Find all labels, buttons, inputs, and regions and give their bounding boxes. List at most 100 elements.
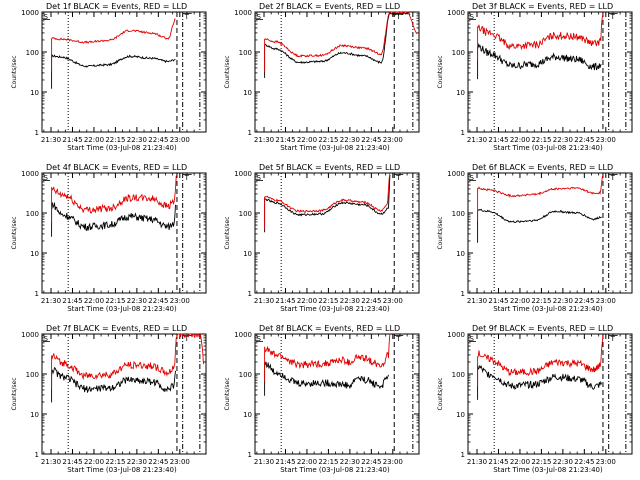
panel-2: Det 2f BLACK = Events, RED = LLD 1 10 100 10… [224, 2, 420, 152]
y-tick-label: 1000 [234, 331, 252, 339]
panel-3: Det 3f BLACK = Events, RED = LLD 1 10 100 10… [437, 2, 633, 152]
y-tick-label: 1000 [21, 9, 39, 17]
series-line-lld [51, 18, 176, 72]
x-tick-label: 23:00 [383, 136, 403, 144]
annotation-s: S [44, 174, 49, 182]
x-tick-label: 22:00 [510, 297, 530, 305]
x-tick-label: 21:45 [62, 458, 82, 466]
y-tick-label: 10 [456, 411, 465, 419]
annotation-s: S [470, 335, 475, 343]
x-tick-label: 22:30 [553, 136, 573, 144]
y-tick-label: 1 [248, 129, 252, 137]
y-tick-label: 1000 [234, 9, 252, 17]
y-tick-label: 100 [26, 49, 39, 57]
y-tick-label: 100 [26, 210, 39, 218]
x-tick-label: 21:30 [41, 297, 61, 305]
x-tick-label: 22:00 [84, 458, 104, 466]
plot-frame [41, 333, 207, 455]
x-tick-label: 22:00 [510, 458, 530, 466]
series-line-events [264, 174, 391, 233]
y-tick-label: 1 [248, 451, 252, 459]
x-tick-label: 23:00 [383, 458, 403, 466]
x-tick-label: 22:30 [340, 297, 360, 305]
y-tick-label: 1000 [234, 170, 252, 178]
x-tick-label: 21:30 [254, 297, 274, 305]
y-axis-label: Counts/sec [437, 55, 444, 88]
series-line-events [477, 42, 602, 80]
x-tick-label: 21:45 [62, 297, 82, 305]
annotation-s: S [257, 335, 262, 343]
y-tick-label: 100 [239, 371, 252, 379]
x-tick-label: 22:15 [531, 136, 551, 144]
y-tick-label: 10 [243, 250, 252, 258]
panel-title: Det 2f BLACK = Events, RED = LLD [259, 2, 400, 11]
series-line-events [51, 54, 176, 89]
x-tick-label: 22:30 [340, 136, 360, 144]
x-tick-label: 22:00 [297, 297, 317, 305]
x-tick-label: 23:00 [170, 458, 190, 466]
x-tick-label: 23:00 [170, 297, 190, 305]
y-axis-label: Counts/sec [224, 377, 231, 410]
y-tick-label: 1 [35, 451, 39, 459]
x-tick-label: 22:30 [340, 458, 360, 466]
x-tick-label: 22:15 [105, 297, 125, 305]
y-axis-label: Counts/sec [11, 377, 18, 410]
y-tick-label: 1 [35, 290, 39, 298]
panel-title: Det 4f BLACK = Events, RED = LLD [46, 163, 187, 172]
x-tick-label: 23:00 [596, 297, 616, 305]
x-tick-label: 21:45 [488, 458, 508, 466]
y-tick-label: 100 [452, 49, 465, 57]
y-tick-label: 10 [243, 89, 252, 97]
x-tick-label: 22:45 [148, 297, 168, 305]
plot-frame [467, 333, 633, 455]
annotation-s: S [470, 174, 475, 182]
panel-4: Det 4f BLACK = Events, RED = LLD 1 10 100 10… [11, 163, 207, 313]
x-tick-label: 22:45 [574, 458, 594, 466]
y-tick-label: 100 [239, 210, 252, 218]
series-line-lld [477, 13, 604, 61]
x-tick-label: 21:45 [62, 136, 82, 144]
series-line-lld [477, 174, 604, 221]
y-tick-label: 1000 [447, 170, 465, 178]
y-axis-label: Counts/sec [224, 216, 231, 249]
x-tick-label: 21:30 [467, 458, 487, 466]
x-tick-label: 22:45 [148, 458, 168, 466]
series-line-lld [51, 174, 178, 223]
series-line-events [264, 11, 411, 78]
plot-frame [467, 172, 633, 294]
x-tick-label: 22:15 [318, 136, 338, 144]
x-tick-label: 21:30 [467, 297, 487, 305]
x-axis-label: Start Time (03-Jul-08 21:23:40) [67, 305, 177, 313]
x-tick-label: 22:45 [574, 136, 594, 144]
x-tick-label: 21:30 [41, 136, 61, 144]
annotation-t: T [184, 335, 190, 343]
plot-frame [254, 172, 420, 294]
panel-title: Det 8f BLACK = Events, RED = LLD [259, 324, 400, 333]
y-tick-label: 1000 [447, 331, 465, 339]
x-axis-label: Start Time (03-Jul-08 21:23:40) [280, 305, 390, 313]
x-tick-label: 21:45 [488, 136, 508, 144]
x-tick-label: 22:45 [361, 297, 381, 305]
y-axis-label: Counts/sec [437, 377, 444, 410]
y-axis-label: Counts/sec [11, 216, 18, 249]
x-tick-label: 21:30 [254, 136, 274, 144]
x-tick-label: 22:00 [297, 458, 317, 466]
annotation-s: S [257, 13, 262, 21]
series-line-events [264, 361, 389, 396]
x-tick-label: 22:15 [531, 297, 551, 305]
x-tick-label: 22:15 [105, 136, 125, 144]
x-tick-label: 21:45 [275, 136, 295, 144]
y-tick-label: 1 [461, 451, 465, 459]
y-tick-label: 10 [456, 89, 465, 97]
annotation-s: S [44, 335, 49, 343]
panel-7: Det 7f BLACK = Events, RED = LLD 1 10 100 10… [11, 324, 207, 474]
x-axis-label: Start Time (03-Jul-08 21:23:40) [67, 466, 177, 474]
panel-title: Det 5f BLACK = Events, RED = LLD [259, 163, 400, 172]
x-tick-label: 22:15 [531, 458, 551, 466]
panel-1: Det 1f BLACK = Events, RED = LLD 1 10 100 10… [11, 2, 207, 152]
x-tick-label: 22:30 [127, 297, 147, 305]
x-tick-label: 22:00 [297, 136, 317, 144]
y-tick-label: 100 [239, 49, 252, 57]
x-tick-label: 22:45 [361, 136, 381, 144]
